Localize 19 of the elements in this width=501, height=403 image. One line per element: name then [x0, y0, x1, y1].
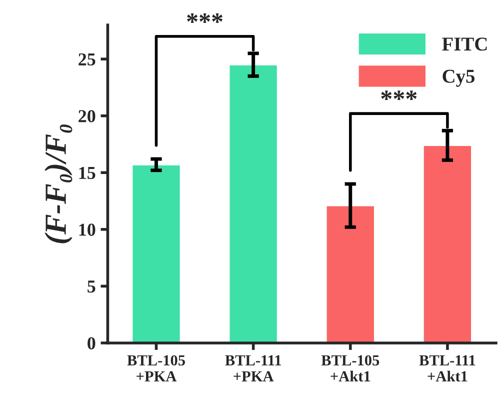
x-tick-label: BTL-111 +PKA	[225, 355, 281, 382]
legend-label: FITC	[442, 38, 487, 51]
y-tick-label: 10	[79, 224, 96, 236]
bar	[422, 144, 472, 343]
y-axis-title: (F-F₀)/F₀	[44, 124, 72, 244]
text: ***	[187, 13, 222, 23]
x-tick-label: BTL-105 +PKA	[127, 355, 185, 382]
legend-label: Cy5	[442, 70, 475, 87]
y-tick-label: 20	[78, 110, 96, 122]
x-tick-label: BTL-111 +Akt1	[419, 355, 476, 382]
bar	[325, 204, 376, 343]
annotation: ***	[381, 90, 417, 100]
y-tick-label: 15	[79, 166, 96, 180]
bar	[131, 164, 182, 343]
y-tick-label: 5	[88, 280, 96, 293]
bar	[228, 64, 278, 343]
y-tick-label: 25	[78, 53, 96, 66]
y-tick-label: 0	[88, 337, 96, 350]
x-tick-label: BTL-105 +Akt1	[321, 355, 380, 382]
